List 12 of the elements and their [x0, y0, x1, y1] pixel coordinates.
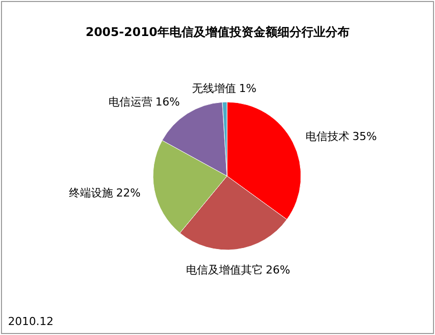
data-label: 22% [116, 186, 141, 200]
chart-title: 2005-2010年电信及增值投资金额细分行业分布 [86, 25, 350, 39]
data-label: 35% [352, 130, 377, 144]
data-label: 26% [266, 263, 290, 276]
text: 2010.12 [8, 315, 54, 328]
slice-label: 电信及增值其它 [186, 263, 263, 276]
data-label: 1% [239, 82, 256, 96]
slice-label: 无线增值 [192, 82, 236, 96]
slice-label: 终端设施 [69, 186, 114, 200]
slice-label: 电信技术 [305, 130, 350, 144]
data-label: 16% [155, 96, 180, 109]
slice-label: 电信运营 [108, 96, 152, 109]
